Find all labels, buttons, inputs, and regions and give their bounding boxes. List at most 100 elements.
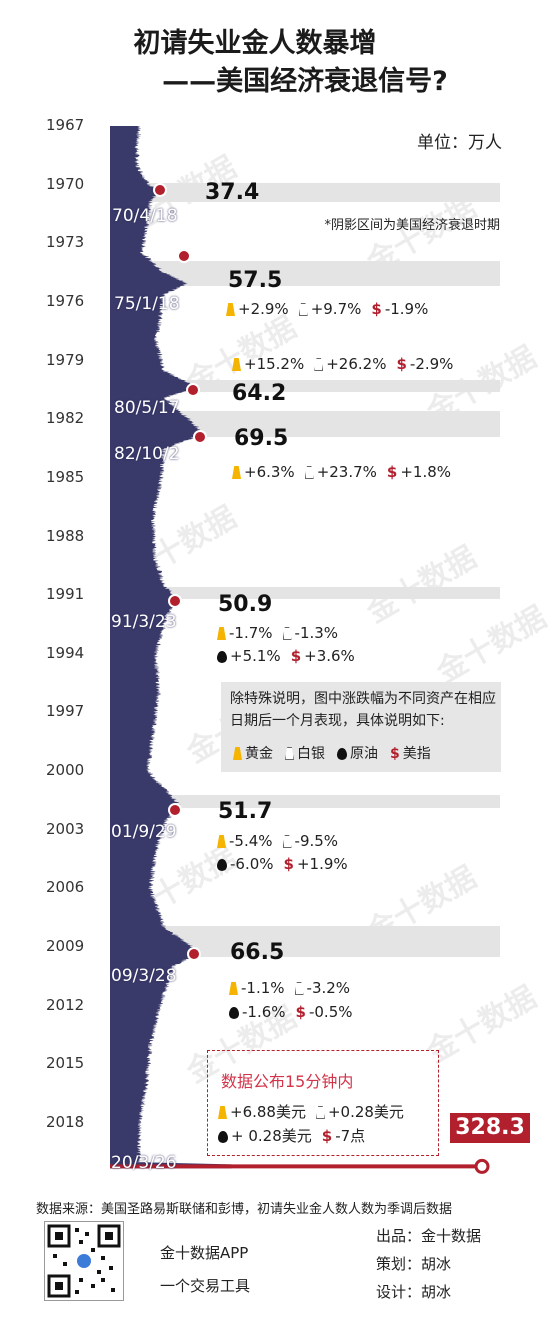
- gold-icon: [218, 1106, 227, 1119]
- legend-item-label: 黄金: [245, 746, 273, 762]
- unit-label: 单位：万人: [417, 133, 502, 153]
- usd-icon: $: [396, 355, 407, 373]
- silver-icon: [314, 358, 324, 371]
- asset-change-row: -6.0% $ +1.9%: [217, 855, 358, 873]
- year-tick-label: 2015: [46, 1054, 85, 1073]
- usd-icon: $: [386, 463, 398, 481]
- peak-date-label: 82/10/2: [114, 444, 180, 464]
- asset-change-value: -6.0%: [230, 855, 274, 873]
- peak-value-label: 57.5: [228, 268, 283, 293]
- oil-icon: [217, 651, 227, 663]
- year-tick-label: 2009: [46, 937, 85, 956]
- asset-change: -1.6%: [229, 1003, 286, 1021]
- recession-band: [110, 182, 500, 203]
- year-tick-label: 1976: [46, 291, 85, 310]
- silver-icon: [298, 303, 308, 316]
- asset-change-value: +9.7%: [310, 300, 362, 318]
- year-tick-label: 1970: [46, 174, 85, 193]
- peak-marker: [193, 430, 207, 444]
- asset-change: -3.2%: [294, 979, 350, 997]
- asset-change-value: -1.9%: [384, 300, 429, 318]
- asset-change: $ -0.5%: [296, 1003, 353, 1021]
- asset-change: -1.1%: [229, 979, 285, 997]
- peak-date-label: 20/3/26: [111, 1153, 177, 1173]
- asset-change: +26.2%: [314, 355, 386, 373]
- asset-change-value: + 0.28美元: [231, 1127, 312, 1145]
- asset-change-value: +15.2%: [244, 355, 305, 373]
- pending-box: [207, 1050, 439, 1156]
- peak-value-label: 66.5: [230, 940, 285, 965]
- legend-item: 原油: [337, 746, 378, 762]
- year-tick-label: 1967: [46, 116, 85, 134]
- shade-note: *阴影区间为美国经济衰退时期: [324, 218, 500, 233]
- asset-change-value: +6.88美元: [230, 1103, 306, 1121]
- peak-date-label: 70/4/18: [112, 206, 178, 226]
- legend-item: $ 美指: [390, 746, 431, 762]
- asset-change: +23.7%: [304, 463, 377, 481]
- credit-producer: 出品：金十数据: [376, 1227, 482, 1245]
- pending-note: 数据公布15分钟内: [221, 1072, 354, 1091]
- gold-icon: [233, 747, 242, 760]
- asset-change: $ -1.9%: [371, 300, 428, 318]
- peak-marker: [177, 249, 191, 263]
- asset-change-value: +6.3%: [244, 463, 295, 481]
- asset-change-row: -1.7% -1.3%: [217, 624, 348, 642]
- asset-change-row: +6.88美元 +0.28美元: [218, 1101, 414, 1122]
- asset-change-value: -7点: [335, 1127, 366, 1145]
- legend-item: 白银: [285, 746, 325, 762]
- peak-marker: [187, 947, 201, 961]
- gold-icon: [229, 982, 238, 995]
- asset-change-value: +2.9%: [238, 300, 289, 318]
- legend-item-label: 原油: [350, 746, 378, 762]
- peak-marker: [153, 183, 167, 197]
- asset-change-value: +1.9%: [296, 855, 348, 873]
- asset-change: $ +1.9%: [284, 855, 348, 873]
- year-tick-label: 2006: [46, 878, 85, 897]
- asset-change: -1.3%: [282, 624, 339, 642]
- asset-change-row: -1.1% -3.2%: [229, 979, 360, 997]
- asset-change: $ -2.9%: [396, 355, 453, 373]
- asset-change: -1.7%: [217, 624, 273, 642]
- asset-change-row: +2.9% +9.7% $ -1.9%: [226, 300, 438, 318]
- asset-change: -5.4%: [217, 832, 273, 850]
- asset-change: +15.2%: [232, 355, 304, 373]
- asset-change-value: +23.7%: [316, 463, 377, 481]
- asset-change-row: +15.2% +26.2% $ -2.9%: [232, 355, 463, 373]
- recession-band: [110, 794, 500, 809]
- usd-icon: $: [390, 746, 400, 762]
- asset-change-value: -1.7%: [229, 624, 273, 642]
- oil-icon: [229, 1007, 239, 1019]
- asset-change-value: -1.3%: [294, 624, 339, 642]
- asset-change: +9.7%: [298, 300, 362, 318]
- asset-change: $ +1.8%: [387, 463, 451, 481]
- asset-change-row: +5.1% $ +3.6%: [217, 647, 365, 665]
- silver-icon: [294, 982, 304, 995]
- usd-icon: $: [290, 647, 302, 665]
- legend-item-label: 白银: [297, 746, 325, 762]
- legend-item: 黄金: [233, 746, 273, 762]
- asset-change-value: -0.5%: [308, 1003, 353, 1021]
- peak-marker: [168, 803, 182, 817]
- chart-title-line2: ——美国经济衰退信号?: [162, 66, 448, 97]
- asset-change-value: +26.2%: [326, 355, 387, 373]
- asset-change: -9.5%: [282, 832, 338, 850]
- asset-change-row: -1.6% $ -0.5%: [229, 1003, 363, 1021]
- asset-change: -6.0%: [217, 855, 274, 873]
- year-tick-label: 1973: [46, 233, 85, 252]
- asset-change-value: +5.1%: [230, 647, 281, 665]
- legend-item-label: 美指: [402, 746, 431, 762]
- final-value-badge: 328.3: [450, 1113, 530, 1143]
- asset-change-row: + 0.28美元 $ -7点: [218, 1125, 375, 1146]
- legend-row: 黄金 白银 原油 $ 美指: [233, 743, 443, 763]
- claims-area-series: [110, 126, 232, 1169]
- peak-marker: [168, 594, 182, 608]
- legend-box: [221, 682, 501, 772]
- recession-band: [110, 587, 500, 600]
- asset-change-row: -5.4% -9.5%: [217, 832, 348, 850]
- asset-change-value: -5.4%: [229, 832, 273, 850]
- gold-icon: [232, 466, 241, 479]
- asset-change-value: +3.6%: [304, 647, 355, 665]
- year-tick-label: 1979: [46, 350, 85, 369]
- peak-value-label: 37.4: [205, 180, 260, 205]
- peak-date-label: 75/1/18: [114, 294, 180, 314]
